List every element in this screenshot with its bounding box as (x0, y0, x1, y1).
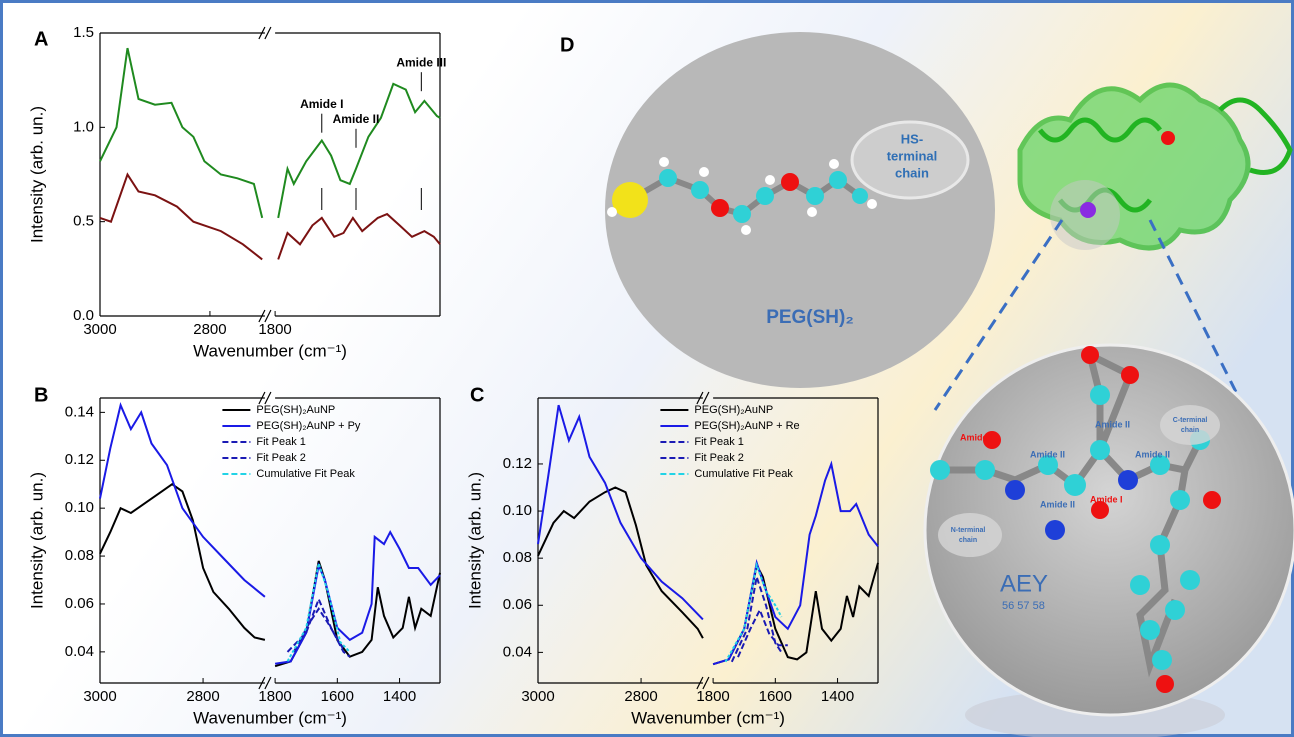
series-line (724, 561, 783, 663)
annotation: Amide III (396, 55, 446, 69)
x-tick-label: 1400 (383, 688, 416, 705)
y-tick-label: 0.12 (65, 451, 94, 468)
x-tick-label: 2800 (624, 688, 657, 705)
y-tick-label: 0.10 (503, 502, 532, 519)
legend-label: Fit Peak 2 (694, 452, 744, 464)
legend-label: Cumulative Fit Peak (694, 468, 793, 480)
y-tick-label: 0.12 (503, 455, 532, 472)
x-tick-label: 2800 (193, 321, 226, 338)
amide-label: Amide I (960, 432, 993, 442)
series-line (292, 606, 345, 653)
x-tick-label: 1800 (258, 688, 291, 705)
x-tick-label: 1800 (258, 321, 291, 338)
y-tick-label: 0.0 (73, 307, 94, 324)
bubble-text: chain (895, 165, 929, 180)
legend-label: Fit Peak 1 (694, 436, 744, 448)
y-tick-label: 0.5 (73, 213, 94, 230)
terminal-label: C-terminal (1173, 417, 1208, 424)
axis-break (702, 391, 710, 405)
series-line (99, 402, 441, 665)
bubble-text: HS- (901, 131, 923, 146)
legend-label: PEG(SH)₂AuNP (256, 404, 335, 416)
y-axis-label: Intensity (arb. un.) (465, 472, 484, 609)
axis-break (696, 676, 704, 690)
annotation: Amide I (300, 97, 343, 111)
y-tick-label: 0.14 (65, 403, 94, 420)
axis-break (258, 309, 266, 323)
axis-break (702, 676, 710, 690)
amide-label: Amide II (1040, 499, 1075, 509)
molecule-name: PEG(SH)₂ (766, 307, 854, 328)
protein (1017, 82, 1293, 251)
molecule-name: AEY (1000, 570, 1048, 597)
legend-label: PEG(SH)₂AuNP + Re (694, 420, 799, 432)
x-tick-label: 1600 (321, 688, 354, 705)
zoom-line (933, 219, 1064, 411)
panel-label: D (560, 34, 574, 56)
y-tick-label: 0.08 (65, 547, 94, 564)
x-axis-label: Wavenumber (cm⁻¹) (631, 708, 785, 727)
y-tick-label: 0.08 (503, 549, 532, 566)
axis-break (264, 391, 272, 405)
legend-label: PEG(SH)₂AuNP + Py (256, 420, 361, 432)
annotation: Amide II (333, 112, 380, 126)
panel-label: A (34, 28, 48, 50)
amide-label: Amide II (1030, 449, 1065, 459)
bubble-text: terminal (887, 148, 938, 163)
axis-break (264, 676, 272, 690)
amide-label: Amide I (1090, 494, 1123, 504)
x-axis-label: Wavenumber (cm⁻¹) (193, 341, 347, 360)
legend-label: Fit Peak 2 (256, 452, 306, 464)
x-tick-label: 3000 (521, 688, 554, 705)
x-axis-label: Wavenumber (cm⁻¹) (193, 708, 347, 727)
amide-label: Amide II (1095, 419, 1130, 429)
y-tick-label: 0.06 (65, 595, 94, 612)
y-tick-label: 1.0 (73, 118, 94, 135)
x-tick-label: 1800 (696, 688, 729, 705)
y-tick-label: 0.06 (503, 596, 532, 613)
zoom-line (1148, 219, 1247, 411)
terminal-label: chain (959, 537, 977, 544)
legend-label: Fit Peak 1 (256, 436, 306, 448)
residues: 56 57 58 (1002, 600, 1045, 612)
x-tick-label: 3000 (83, 688, 116, 705)
axis-break (264, 309, 272, 323)
aey-diagram: Amide I Amide I Amide II Amide II Amide … (923, 343, 1294, 717)
axis-break (258, 676, 266, 690)
y-tick-label: 0.04 (65, 643, 94, 660)
panel-label: C (470, 384, 484, 406)
x-tick-label: 1400 (821, 688, 854, 705)
series-line (99, 172, 441, 261)
legend-label: Cumulative Fit Peak (256, 468, 355, 480)
y-axis-label: Intensity (arb. un.) (27, 106, 46, 243)
series-line (99, 47, 441, 219)
amide-label: Amide II (1135, 449, 1170, 459)
axis-break (258, 26, 266, 40)
x-tick-label: 3000 (83, 321, 116, 338)
peg-diagram: HS- terminal chain PEG(SH)₂ (605, 32, 995, 388)
x-tick-label: 1600 (759, 688, 792, 705)
series-line (730, 576, 783, 663)
y-tick-label: 1.5 (73, 24, 94, 41)
x-tick-label: 2800 (186, 688, 219, 705)
panel-label: B (34, 384, 48, 406)
series-line (286, 562, 351, 662)
y-tick-label: 0.04 (503, 643, 532, 660)
axis-break (264, 26, 272, 40)
axis-break (258, 391, 266, 405)
terminal-label: chain (1181, 427, 1199, 434)
terminal-label: N-terminal (951, 527, 986, 534)
y-tick-label: 0.10 (65, 499, 94, 516)
y-axis-label: Intensity (arb. un.) (27, 472, 46, 609)
axis-break (696, 391, 704, 405)
legend-label: PEG(SH)₂AuNP (694, 404, 773, 416)
series-line (737, 607, 788, 658)
